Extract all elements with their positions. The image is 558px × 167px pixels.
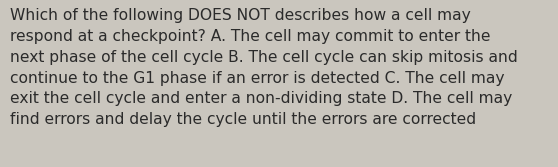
Text: Which of the following DOES NOT describes how a cell may
respond at a checkpoint: Which of the following DOES NOT describe… <box>10 8 518 127</box>
